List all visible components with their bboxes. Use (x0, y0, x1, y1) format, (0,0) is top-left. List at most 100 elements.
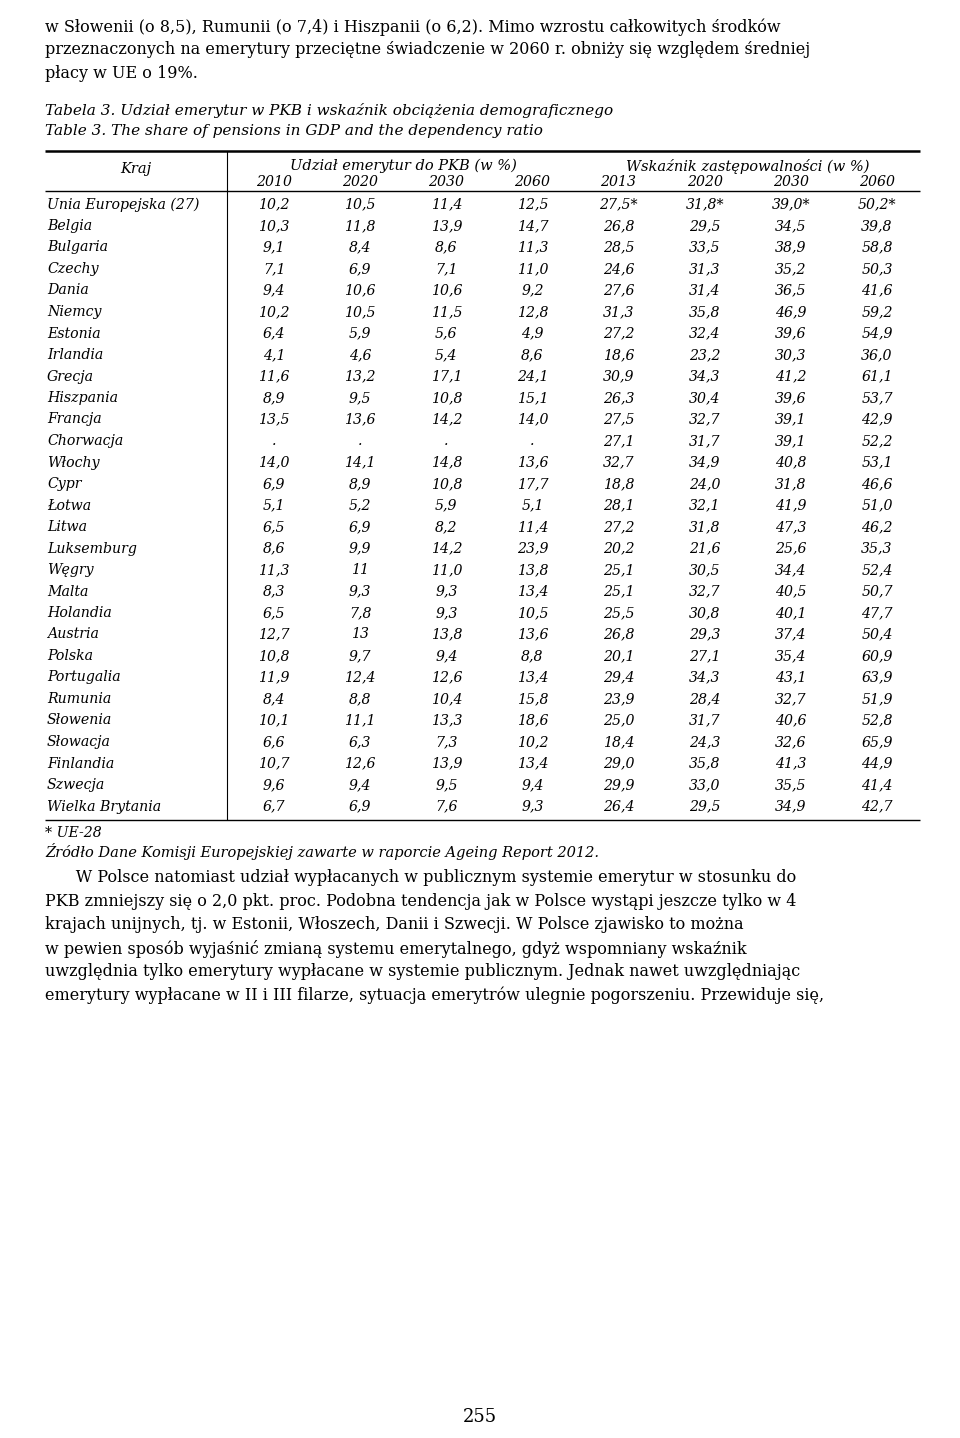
Text: 39,8: 39,8 (861, 219, 893, 233)
Text: 11,4: 11,4 (516, 521, 548, 533)
Text: 27,5*: 27,5* (599, 197, 637, 211)
Text: Irlandia: Irlandia (47, 348, 104, 362)
Text: 26,8: 26,8 (603, 627, 635, 641)
Text: PKB zmniejszy się o 2,0 pkt. proc. Podobna tendencja jak w Polsce wystąpi jeszcz: PKB zmniejszy się o 2,0 pkt. proc. Podob… (45, 893, 797, 909)
Text: 37,4: 37,4 (775, 627, 806, 641)
Text: 35,2: 35,2 (775, 262, 806, 276)
Text: 30,8: 30,8 (689, 605, 720, 620)
Text: 50,4: 50,4 (861, 627, 893, 641)
Text: 53,7: 53,7 (861, 391, 893, 406)
Text: 29,0: 29,0 (603, 756, 635, 771)
Text: 13,6: 13,6 (345, 413, 376, 427)
Text: 11,5: 11,5 (431, 305, 462, 319)
Text: 28,4: 28,4 (689, 692, 720, 706)
Text: 10,2: 10,2 (258, 305, 290, 319)
Text: 20,1: 20,1 (603, 649, 635, 663)
Text: krajach unijnych, tj. w Estonii, Włoszech, Danii i Szwecji. W Polsce zjawisko to: krajach unijnych, tj. w Estonii, Włoszec… (45, 916, 744, 933)
Text: 7,8: 7,8 (348, 605, 372, 620)
Text: 2030: 2030 (428, 175, 465, 190)
Text: 51,9: 51,9 (861, 692, 893, 706)
Text: 7,1: 7,1 (435, 262, 458, 276)
Text: 8,9: 8,9 (348, 477, 372, 490)
Text: 11,8: 11,8 (345, 219, 376, 233)
Text: 47,7: 47,7 (861, 605, 893, 620)
Text: 58,8: 58,8 (861, 240, 893, 255)
Text: 8,8: 8,8 (521, 649, 543, 663)
Text: 34,9: 34,9 (689, 456, 720, 469)
Text: 10,8: 10,8 (258, 649, 290, 663)
Text: 5,2: 5,2 (348, 499, 372, 512)
Text: 28,5: 28,5 (603, 240, 635, 255)
Text: 41,2: 41,2 (775, 370, 806, 384)
Text: 35,8: 35,8 (689, 756, 720, 771)
Text: 39,6: 39,6 (775, 391, 806, 406)
Text: 13,9: 13,9 (431, 219, 462, 233)
Text: 2060: 2060 (515, 175, 550, 190)
Text: 52,8: 52,8 (861, 713, 893, 728)
Text: 43,1: 43,1 (775, 670, 806, 684)
Text: 29,3: 29,3 (689, 627, 720, 641)
Text: 9,4: 9,4 (521, 778, 543, 792)
Text: 13,4: 13,4 (516, 584, 548, 598)
Text: 2020: 2020 (686, 175, 723, 190)
Text: emerytury wypłacane w II i III filarze, sytuacja emerytrów ulegnie pogorszeniu. : emerytury wypłacane w II i III filarze, … (45, 986, 824, 1004)
Text: 13,5: 13,5 (258, 413, 290, 427)
Text: 35,3: 35,3 (861, 542, 893, 555)
Text: 40,8: 40,8 (775, 456, 806, 469)
Text: 34,9: 34,9 (775, 800, 806, 814)
Text: 7,1: 7,1 (263, 262, 285, 276)
Text: 35,4: 35,4 (775, 649, 806, 663)
Text: 2020: 2020 (342, 175, 378, 190)
Text: 2013: 2013 (601, 175, 636, 190)
Text: 39,1: 39,1 (775, 434, 806, 449)
Text: 24,1: 24,1 (516, 370, 548, 384)
Text: 13,3: 13,3 (431, 713, 462, 728)
Text: 2030: 2030 (773, 175, 809, 190)
Text: 31,8*: 31,8* (685, 197, 724, 211)
Text: Austria: Austria (47, 627, 99, 641)
Text: Holandia: Holandia (47, 605, 111, 620)
Text: 25,5: 25,5 (603, 605, 635, 620)
Text: Polska: Polska (47, 649, 93, 663)
Text: 42,9: 42,9 (861, 413, 893, 427)
Text: 32,6: 32,6 (775, 735, 806, 749)
Text: 27,2: 27,2 (603, 326, 635, 341)
Text: 18,6: 18,6 (603, 348, 635, 362)
Text: 11,3: 11,3 (516, 240, 548, 255)
Text: 31,3: 31,3 (603, 305, 635, 319)
Text: 14,2: 14,2 (431, 413, 462, 427)
Text: uwzględnia tylko emerytury wypłacane w systemie publicznym. Jednak nawet uwzględ: uwzględnia tylko emerytury wypłacane w s… (45, 963, 801, 981)
Text: 35,8: 35,8 (689, 305, 720, 319)
Text: 38,9: 38,9 (775, 240, 806, 255)
Text: 60,9: 60,9 (861, 649, 893, 663)
Text: 11,0: 11,0 (516, 262, 548, 276)
Text: 5,6: 5,6 (435, 326, 458, 341)
Text: 46,6: 46,6 (861, 477, 893, 490)
Text: 7,3: 7,3 (435, 735, 458, 749)
Text: 15,1: 15,1 (516, 391, 548, 406)
Text: 10,8: 10,8 (431, 391, 462, 406)
Text: Grecja: Grecja (47, 370, 94, 384)
Text: 9,6: 9,6 (263, 778, 285, 792)
Text: 10,7: 10,7 (258, 756, 290, 771)
Text: 12,6: 12,6 (345, 756, 376, 771)
Text: 47,3: 47,3 (775, 521, 806, 533)
Text: 32,7: 32,7 (689, 584, 720, 598)
Text: 40,1: 40,1 (775, 605, 806, 620)
Text: 54,9: 54,9 (861, 326, 893, 341)
Text: 33,0: 33,0 (689, 778, 720, 792)
Text: Belgia: Belgia (47, 219, 92, 233)
Text: 30,9: 30,9 (603, 370, 635, 384)
Text: 32,7: 32,7 (603, 456, 635, 469)
Text: Estonia: Estonia (47, 326, 101, 341)
Text: 10,8: 10,8 (431, 477, 462, 490)
Text: 11,3: 11,3 (258, 564, 290, 577)
Text: 10,6: 10,6 (345, 283, 376, 298)
Text: .: . (530, 434, 535, 449)
Text: 10,2: 10,2 (258, 197, 290, 211)
Text: 13,6: 13,6 (516, 456, 548, 469)
Text: Wskaźnik zastępowalności (w %): Wskaźnik zastępowalności (w %) (626, 158, 870, 174)
Text: 5,1: 5,1 (521, 499, 543, 512)
Text: 23,9: 23,9 (516, 542, 548, 555)
Text: 10,1: 10,1 (258, 713, 290, 728)
